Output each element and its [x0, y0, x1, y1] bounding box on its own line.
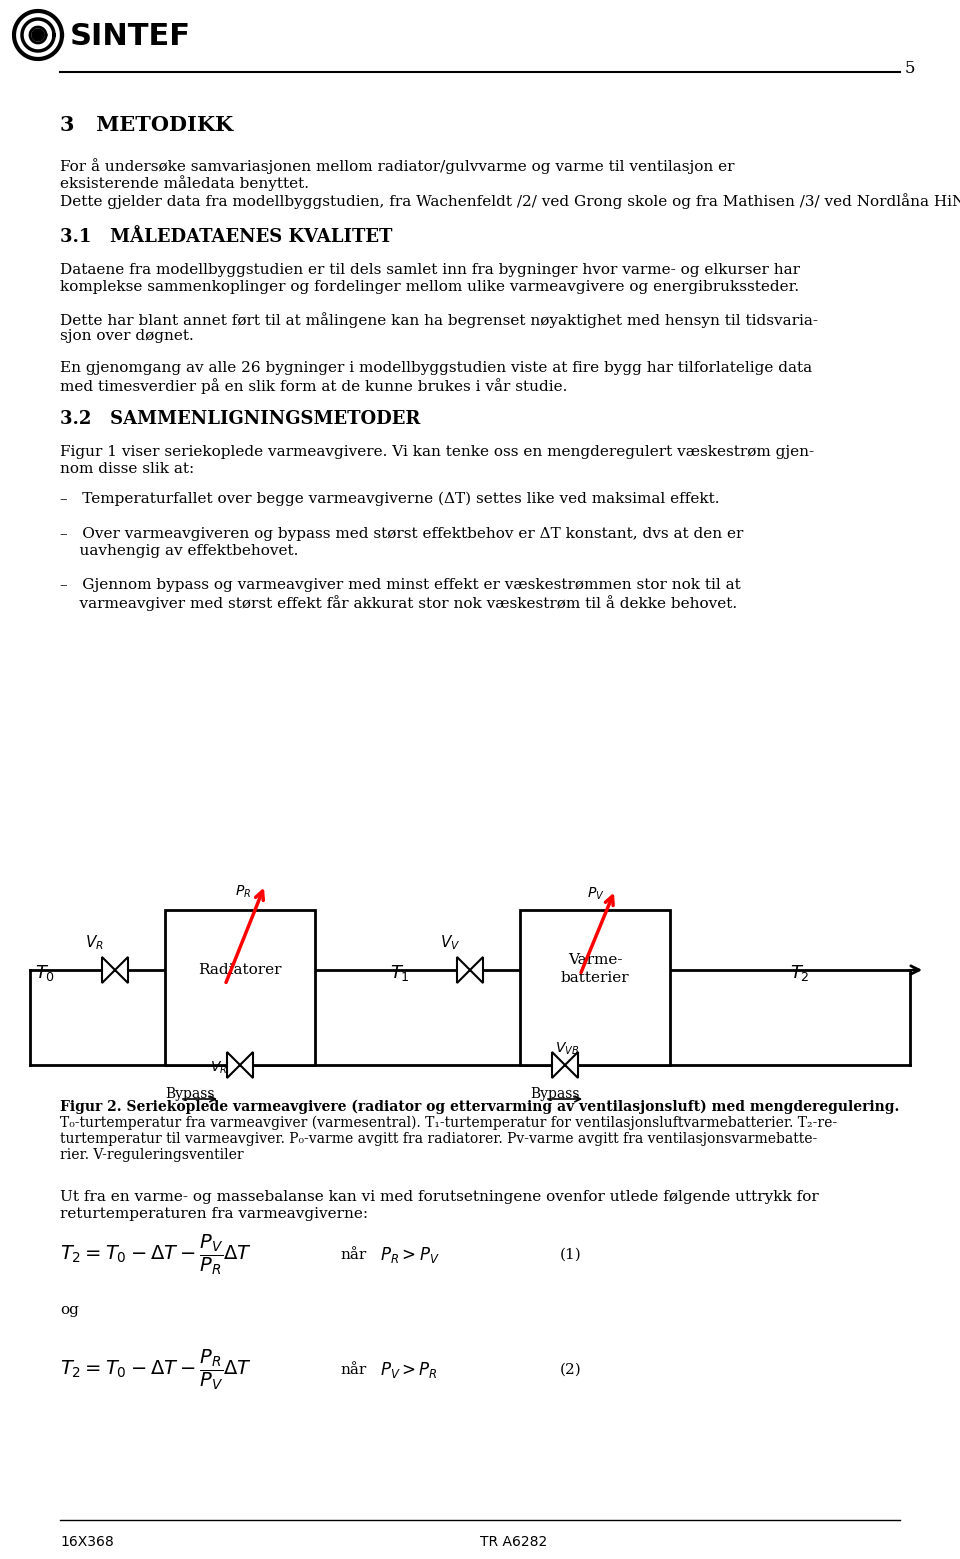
Text: $T_2 = T_0 - \Delta T - \dfrac{P_R}{P_V}\Delta T$: $T_2 = T_0 - \Delta T - \dfrac{P_R}{P_V}…	[60, 1347, 252, 1392]
Polygon shape	[470, 957, 483, 984]
Text: Dataene fra modellbyggstudien er til dels samlet inn fra bygninger hvor varme- o: Dataene fra modellbyggstudien er til del…	[60, 263, 800, 278]
Text: 3.1   MÅLEDATAENES KVALITET: 3.1 MÅLEDATAENES KVALITET	[60, 228, 393, 246]
Polygon shape	[115, 957, 128, 984]
Text: $P_V > P_R$: $P_V > P_R$	[380, 1359, 438, 1380]
Bar	[520, 910, 670, 1065]
Circle shape	[32, 30, 44, 41]
Polygon shape	[552, 1052, 565, 1077]
Text: TR A6282: TR A6282	[480, 1536, 547, 1550]
Text: Figur 2. Seriekoplede varmeavgivere (radiator og ettervarming av ventilasjonsluf: Figur 2. Seriekoplede varmeavgivere (rad…	[60, 1101, 904, 1115]
Text: og: og	[60, 1303, 79, 1317]
Text: nom disse slik at:: nom disse slik at:	[60, 461, 194, 475]
Text: turtemperatur til varmeavgiver. P₀-varme avgitt fra radiatorer. Pᴠ-varme avgitt : turtemperatur til varmeavgiver. P₀-varme…	[60, 1132, 817, 1146]
Polygon shape	[457, 957, 470, 984]
Text: komplekse sammenkoplinger og fordelinger mellom ulike varmeavgivere og energibru: komplekse sammenkoplinger og fordelinger…	[60, 281, 799, 295]
Text: 16X368: 16X368	[60, 1536, 113, 1550]
Text: $V_V$: $V_V$	[440, 934, 461, 953]
Text: $P_V$: $P_V$	[587, 886, 605, 903]
Text: Bypass: Bypass	[165, 1087, 215, 1101]
Text: eksisterende måledata benyttet.: eksisterende måledata benyttet.	[60, 175, 309, 190]
Text: Bypass: Bypass	[530, 1087, 580, 1101]
Text: uavhengig av effektbehovet.: uavhengig av effektbehovet.	[60, 544, 299, 558]
Text: (1): (1)	[560, 1249, 582, 1261]
Text: varmeavgiver med størst effekt får akkurat stor nok væskestrøm til å dekke behov: varmeavgiver med størst effekt får akkur…	[60, 596, 737, 611]
Text: 5: 5	[904, 59, 915, 76]
Text: med timesverdier på en slik form at de kunne brukes i vår studie.: med timesverdier på en slik form at de k…	[60, 377, 567, 394]
Text: –   Over varmeavgiveren og bypass med størst effektbehov er ΔT konstant, dvs at : – Over varmeavgiveren og bypass med stør…	[60, 527, 743, 541]
Text: når: når	[340, 1363, 367, 1377]
Text: $T_0$: $T_0$	[35, 963, 55, 984]
Text: $V_{VB}$: $V_{VB}$	[555, 1041, 579, 1057]
Text: (2): (2)	[560, 1363, 582, 1377]
Text: Figur 1 viser seriekoplede varmeavgivere. Vi kan tenke oss en mengderegulert væs: Figur 1 viser seriekoplede varmeavgivere…	[60, 444, 814, 458]
Text: $T_2$: $T_2$	[790, 963, 809, 984]
Text: –   Temperaturfallet over begge varmeavgiverne (ΔT) settes like ved maksimal eff: – Temperaturfallet over begge varmeavgiv…	[60, 493, 719, 507]
Text: $T_1$: $T_1$	[390, 963, 410, 984]
Text: Varme-: Varme-	[567, 953, 622, 967]
Text: $T_2 = T_0 - \Delta T - \dfrac{P_V}{P_R}\Delta T$: $T_2 = T_0 - \Delta T - \dfrac{P_V}{P_R}…	[60, 1233, 252, 1277]
Text: Ut fra en varme- og massebalanse kan vi med forutsetningene ovenfor utlede følge: Ut fra en varme- og massebalanse kan vi …	[60, 1190, 819, 1204]
Text: SINTEF: SINTEF	[70, 22, 191, 51]
Text: Radiatorer: Radiatorer	[199, 963, 281, 977]
Text: sjon over døgnet.: sjon over døgnet.	[60, 329, 194, 343]
Text: Dette gjelder data fra modellbyggstudien, fra Wachenfeldt /2/ ved Grong skole og: Dette gjelder data fra modellbyggstudien…	[60, 193, 960, 209]
Text: $V_{RB}$: $V_{RB}$	[210, 1060, 234, 1076]
Text: batterier: batterier	[561, 971, 630, 985]
Text: når: når	[340, 1249, 367, 1261]
Text: $V_R$: $V_R$	[85, 934, 104, 953]
Bar	[165, 910, 315, 1065]
Text: 3   METODIKK: 3 METODIKK	[60, 115, 233, 136]
Text: En gjenomgang av alle 26 bygninger i modellbyggstudien viste at fire bygg har ti: En gjenomgang av alle 26 bygninger i mod…	[60, 362, 812, 376]
Text: rier. V-reguleringsventiler: rier. V-reguleringsventiler	[60, 1147, 244, 1161]
Text: returtemperaturen fra varmeavgiverne:: returtemperaturen fra varmeavgiverne:	[60, 1207, 368, 1221]
Text: 3.2   SAMMENLIGNINGSMETODER: 3.2 SAMMENLIGNINGSMETODER	[60, 410, 420, 429]
Text: Dette har blant annet ført til at målingene kan ha begrenset nøyaktighet med hen: Dette har blant annet ført til at måling…	[60, 312, 818, 327]
Text: For å undersøke samvariasjonen mellom radiator/gulvvarme og varme til ventilasjo: For å undersøke samvariasjonen mellom ra…	[60, 157, 734, 175]
Polygon shape	[565, 1052, 578, 1077]
Polygon shape	[102, 957, 115, 984]
Text: $P_R > P_V$: $P_R > P_V$	[380, 1246, 440, 1264]
Text: –   Gjennom bypass og varmeavgiver med minst effekt er væskestrømmen stor nok ti: – Gjennom bypass og varmeavgiver med min…	[60, 578, 741, 592]
Polygon shape	[240, 1052, 253, 1077]
Text: T₀-turtemperatur fra varmeavgiver (varmesentral). T₁-turtemperatur for ventilasj: T₀-turtemperatur fra varmeavgiver (varme…	[60, 1116, 837, 1130]
Text: $P_R$: $P_R$	[235, 884, 252, 900]
Polygon shape	[227, 1052, 240, 1077]
